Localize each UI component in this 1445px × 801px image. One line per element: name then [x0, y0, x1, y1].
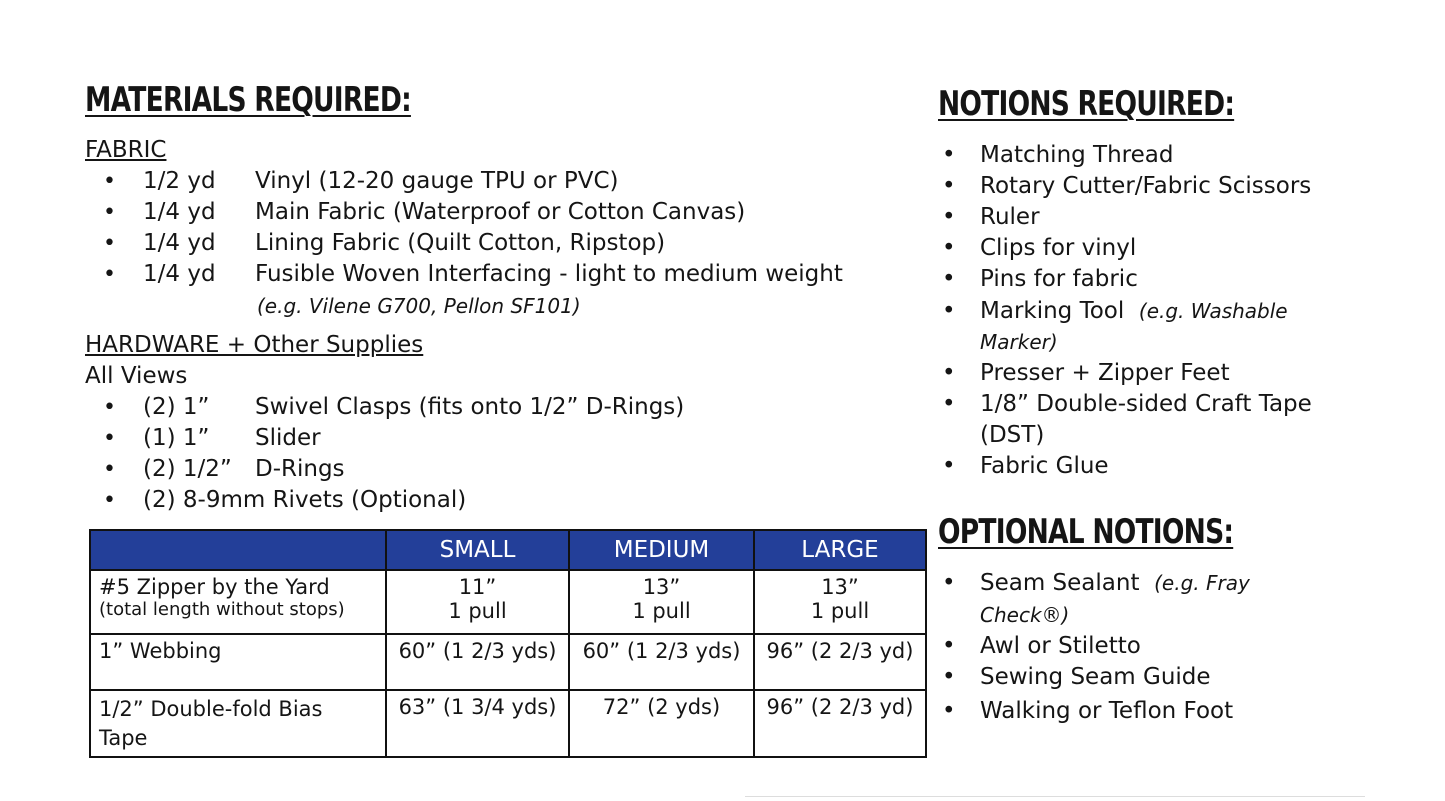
- list-item: • 1/8” Double-sided Craft Tape: [942, 391, 1312, 417]
- fabric-item: • 1/2 yd Vinyl (12-20 gauge TPU or PVC): [103, 168, 619, 194]
- table-cell: 60” (1 2/3 yds): [568, 633, 755, 691]
- hardware-item: • (1) 1” Slider: [103, 425, 321, 451]
- table-header: SMALL: [385, 529, 570, 571]
- hardware-item: • (2) 1” Swivel Clasps (fits onto 1/2” D-R…: [103, 394, 685, 420]
- table-cell: 96” (2 2/3 yd): [753, 633, 927, 691]
- notions-heading: NOTIONS REQUIRED:: [938, 84, 1235, 124]
- table-cell: 63” (1 3/4 yds): [385, 689, 570, 758]
- list-item: • Marking Tool (e.g. Washable: [942, 298, 1288, 324]
- table-row: #5 Zipper by the Yard (total length witho…: [89, 569, 927, 635]
- hardware-label: HARDWARE + Other Supplies: [85, 332, 424, 358]
- table-cell: 13” 1 pull: [568, 569, 755, 635]
- table-cell: 13” 1 pull: [753, 569, 927, 635]
- list-item: • Clips for vinyl: [942, 235, 1137, 261]
- table-cell: 1” Webbing: [89, 633, 387, 691]
- hardware-item: • (2) 8-9mm Rivets (Optional): [103, 487, 467, 513]
- fabric-note: (e.g. Vilene G700, Pellon SF101): [257, 294, 581, 318]
- table-header: MEDIUM: [568, 529, 755, 571]
- table-cell: #5 Zipper by the Yard (total length witho…: [89, 569, 387, 635]
- materials-heading: MATERIALS REQUIRED:: [85, 80, 412, 120]
- table-cell: 1/2” Double-fold Bias Tape: [89, 689, 387, 758]
- table-header: LARGE: [753, 529, 927, 571]
- list-item: • Sewing Seam Guide: [942, 664, 1211, 690]
- table-header-row: SMALL MEDIUM LARGE: [89, 529, 927, 571]
- optional-heading: OPTIONAL NOTIONS:: [938, 512, 1234, 552]
- size-table: SMALL MEDIUM LARGE #5 Zipper by the Yard…: [89, 529, 927, 758]
- table-row: 1/2” Double-fold Bias Tape 63” (1 3/4 yd…: [89, 689, 927, 758]
- list-item: • Walking or Teflon Foot: [942, 698, 1234, 724]
- table-cell: 11” 1 pull: [385, 569, 570, 635]
- hardware-item: • (2) 1/2” D-Rings: [103, 456, 345, 482]
- views-label: All Views: [85, 363, 188, 389]
- list-item-continuation: Marker): [980, 330, 1058, 354]
- list-item-continuation: (DST): [980, 422, 1045, 448]
- fabric-label: FABRIC: [85, 137, 167, 163]
- list-item: • Rotary Cutter/Fabric Scissors: [942, 173, 1312, 199]
- fabric-item: • 1/4 yd Fusible Woven Interfacing - light…: [103, 261, 843, 287]
- list-item: • Awl or Stiletto: [942, 633, 1141, 659]
- list-item: • Fabric Glue: [942, 453, 1109, 479]
- table-cell: 72” (2 yds): [568, 689, 755, 758]
- fabric-item: • 1/4 yd Main Fabric (Waterproof or Cotton…: [103, 199, 746, 225]
- list-item: • Ruler: [942, 204, 1040, 230]
- list-item-continuation: Check®): [980, 603, 1070, 627]
- table-row: 1” Webbing 60” (1 2/3 yds) 60” (1 2/3 yd…: [89, 633, 927, 691]
- list-item: • Presser + Zipper Feet: [942, 360, 1230, 386]
- table-cell: 60” (1 2/3 yds): [385, 633, 570, 691]
- list-item: • Matching Thread: [942, 142, 1174, 168]
- table-header: [89, 529, 387, 571]
- list-item: • Seam Sealant (e.g. Fray: [942, 570, 1250, 596]
- fabric-item: • 1/4 yd Lining Fabric (Quilt Cotton, Rips…: [103, 230, 666, 256]
- table-cell: 96” (2 2/3 yd): [753, 689, 927, 758]
- list-item: • Pins for fabric: [942, 266, 1138, 292]
- ruler-strip: [745, 796, 1365, 801]
